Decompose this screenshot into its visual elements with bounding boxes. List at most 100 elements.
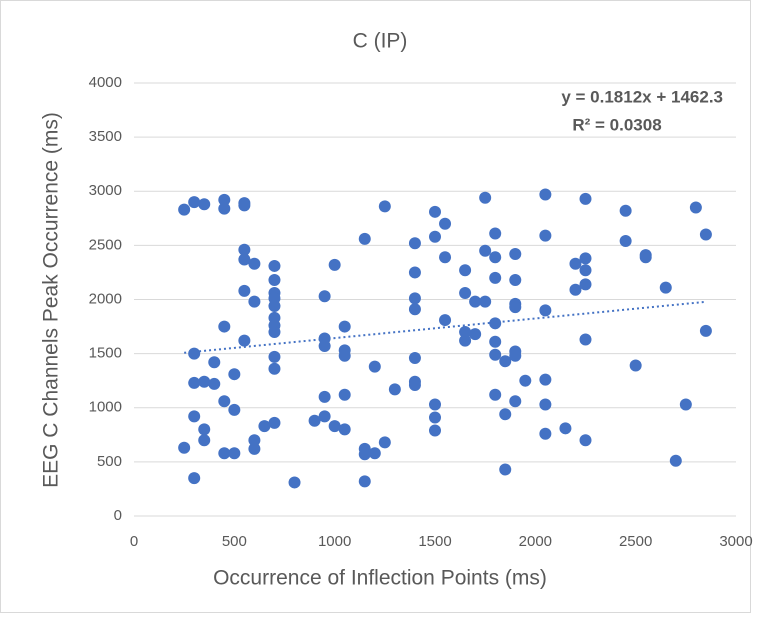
point (178, 441, 191, 454)
point (459, 325, 472, 338)
point (358, 475, 371, 488)
point (248, 295, 261, 308)
point (509, 274, 522, 287)
point (338, 320, 351, 333)
point (208, 377, 221, 390)
point (439, 314, 452, 327)
point (579, 264, 592, 277)
point (338, 423, 351, 436)
point (188, 472, 201, 485)
point (228, 447, 241, 460)
point (408, 292, 421, 305)
trendline-equation: y = 0.1812x + 1462.3 (561, 87, 723, 106)
y-tick-label: 1500 (89, 345, 122, 362)
point (479, 191, 492, 204)
point (188, 347, 201, 360)
point (188, 376, 201, 389)
point (699, 324, 712, 337)
point (328, 258, 341, 271)
trendline (184, 300, 706, 354)
point (619, 235, 632, 248)
point (218, 395, 231, 408)
point (499, 408, 512, 421)
point (489, 317, 502, 330)
point (539, 304, 552, 317)
point (439, 251, 452, 264)
point (218, 447, 231, 460)
y-tick-label: 3000 (89, 182, 122, 199)
point (198, 434, 211, 447)
y-tick-label: 2500 (89, 236, 122, 253)
point (238, 334, 251, 347)
point (629, 359, 642, 372)
point (699, 228, 712, 241)
point (619, 204, 632, 217)
point (408, 351, 421, 364)
point (198, 423, 211, 436)
point (509, 248, 522, 261)
point (509, 301, 522, 314)
point (579, 278, 592, 291)
point (238, 199, 251, 212)
point (639, 251, 652, 264)
point (268, 350, 281, 363)
point (368, 447, 381, 460)
point (669, 454, 682, 467)
point (378, 200, 391, 213)
y-tick-label: 3500 (89, 128, 122, 145)
point (358, 448, 371, 461)
x-tick-label: 2000 (519, 533, 552, 550)
point (489, 348, 502, 361)
point (258, 420, 271, 433)
point (318, 340, 331, 353)
point (429, 205, 441, 218)
point (238, 284, 251, 297)
point (559, 422, 572, 435)
point (579, 192, 592, 205)
chart-title: C (IP) (353, 30, 408, 53)
point (378, 436, 391, 449)
chart-border (0, 0, 751, 613)
point (469, 328, 482, 341)
trendline-r2: R² = 0.0308 (572, 115, 661, 134)
point (318, 290, 331, 303)
point (659, 281, 672, 294)
point (469, 295, 482, 308)
point (268, 259, 281, 272)
x-tick-label: 500 (222, 533, 247, 550)
point (218, 193, 231, 206)
point (408, 303, 421, 316)
point (318, 390, 331, 403)
point (268, 362, 281, 375)
point (489, 388, 502, 401)
point (238, 243, 251, 256)
point (569, 257, 582, 270)
point (579, 434, 592, 447)
x-tick-label: 0 (130, 533, 138, 550)
point (408, 266, 421, 279)
point (429, 424, 441, 437)
x-tick-label: 1500 (418, 533, 451, 550)
point (358, 232, 371, 245)
point (408, 379, 421, 392)
point (248, 257, 261, 270)
point (338, 349, 351, 362)
point (439, 217, 452, 230)
point (509, 349, 522, 362)
point (479, 295, 492, 308)
point (198, 198, 211, 211)
point (388, 383, 401, 396)
x-tick-label: 3000 (719, 533, 752, 550)
point (228, 368, 241, 381)
point (268, 299, 281, 312)
point (539, 229, 552, 242)
y-tick-label: 1000 (89, 399, 122, 416)
y-tick-label: 4000 (89, 74, 122, 91)
point (539, 373, 552, 386)
x-tick-label: 1000 (318, 533, 351, 550)
point (689, 201, 702, 214)
y-tick-label: 2000 (89, 290, 122, 307)
point (509, 395, 522, 408)
point (208, 356, 221, 369)
point (579, 252, 592, 265)
